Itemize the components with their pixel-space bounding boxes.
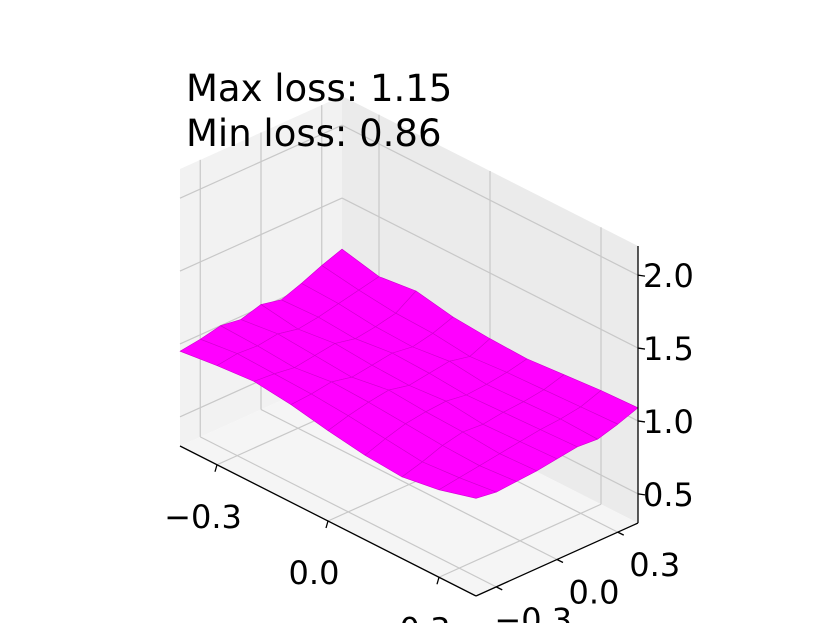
min-loss-annotation: Min loss: 0.86 xyxy=(186,112,442,155)
z-tick-label-1: 1.0 xyxy=(643,403,694,441)
floor-grid-y-0 xyxy=(199,436,497,588)
y-tick-mark-2 xyxy=(617,531,625,536)
z-tick-mark-1 xyxy=(637,420,646,423)
x-tick-mark-1 xyxy=(325,520,329,529)
y-tick-label-1: 0.0 xyxy=(569,574,620,612)
x-tick-mark-0 xyxy=(214,464,218,472)
y-tick-mark-0 xyxy=(495,586,503,591)
max-loss-annotation: Max loss: 1.15 xyxy=(186,67,452,110)
x-tick-label-1: 0.0 xyxy=(289,554,340,592)
x-tick-mark-2 xyxy=(436,577,440,585)
loss-surface xyxy=(179,248,639,499)
y-tick-label-0: −0.3 xyxy=(494,601,572,623)
y-tick-mark-1 xyxy=(556,558,564,564)
tick-labels: −0.30.00.3−0.30.00.30.51.01.52.0 xyxy=(164,257,694,623)
surface-face-63 xyxy=(438,477,497,499)
z-tick-label-0: 0.5 xyxy=(643,476,694,514)
right-wall-grid-z-2 xyxy=(341,197,639,349)
left-wall-grid-z-2 xyxy=(179,197,343,272)
right-wall-grid-z-3 xyxy=(341,124,639,276)
tick-marks xyxy=(214,274,646,591)
x-tick-label-2: 0.3 xyxy=(400,610,451,623)
z-tick-mark-3 xyxy=(637,274,646,277)
x-tick-label-0: −0.3 xyxy=(164,498,242,536)
z-tick-mark-0 xyxy=(637,493,646,496)
z-tick-label-2: 1.5 xyxy=(643,330,694,368)
y-tick-label-2: 0.3 xyxy=(629,546,680,584)
floor-grid-y-1 xyxy=(260,408,558,561)
left-wall-grid-z-3 xyxy=(179,124,343,199)
z-tick-label-3: 2.0 xyxy=(643,257,694,295)
z-tick-mark-2 xyxy=(637,347,646,350)
